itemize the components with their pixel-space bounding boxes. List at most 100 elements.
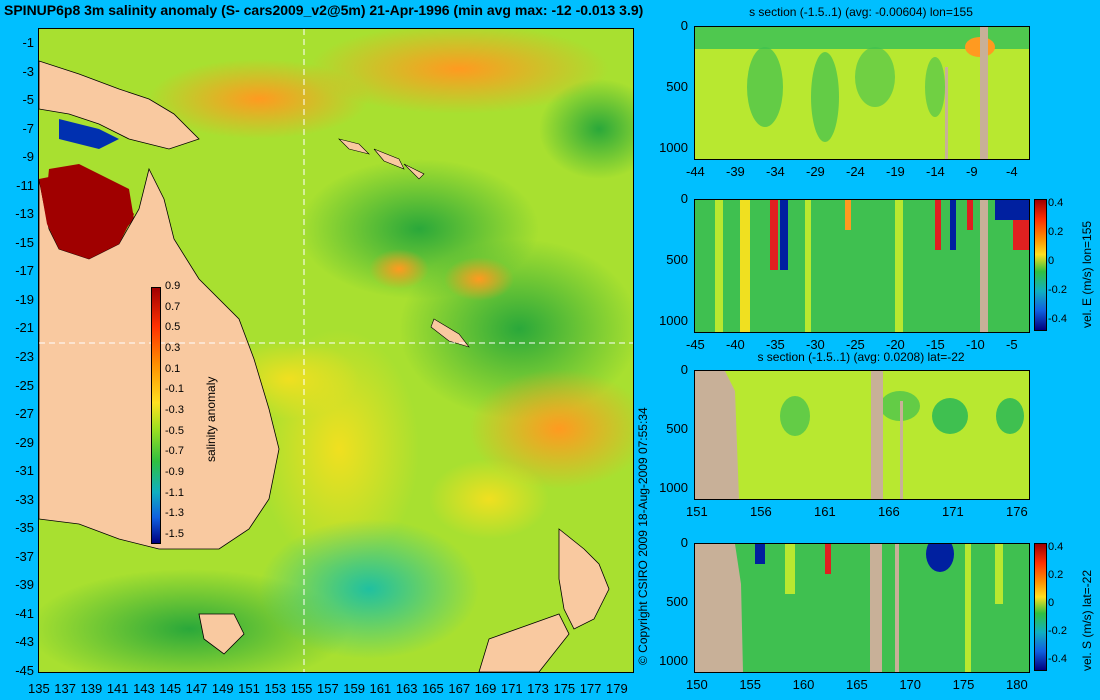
lon-tick-label: 153	[264, 681, 287, 696]
section-4-x-tick: 165	[846, 677, 868, 692]
section-1-x-tick: -44	[686, 164, 705, 179]
lon-tick-label: 155	[290, 681, 313, 696]
section-2-colorbar-tick: -0.2	[1048, 284, 1067, 296]
lon-tick-label: 151	[238, 681, 260, 696]
salinity-map: 0.9 0.7 0.5 0.3 0.1 -0.1 -0.3 -0.5 -0.7 -0.9 -1.1 -…	[38, 28, 634, 673]
lat-tick-label: -39	[15, 577, 34, 593]
section-2-colorbar-tick: 0.4	[1048, 197, 1064, 209]
section-3-panel	[694, 370, 1030, 500]
map-colorbar-label: salinity anomaly	[204, 376, 218, 462]
map-colorbar-ticks: 0.9 0.7 0.5 0.3 0.1 -0.1 -0.3 -0.5 -0.7 -0.9 -1.1 -…	[165, 280, 205, 547]
lat-tick-label: -11	[16, 177, 34, 193]
map-colorbar-tick: 0.1	[165, 362, 181, 375]
section-2-x-tick: -25	[846, 337, 865, 352]
lon-tick-label: 179	[606, 681, 628, 696]
section-2-colorbar	[1034, 199, 1047, 331]
lon-tick-label: 167	[448, 681, 471, 696]
map-colorbar-tick: -0.9	[165, 466, 184, 478]
lat-tick-label: -37	[15, 548, 34, 564]
lon-tick-label: 135	[28, 681, 50, 696]
map-colorbar-tick: -0.1	[165, 383, 184, 396]
section-1-x-tick: -29	[806, 164, 825, 179]
lat-tick-label: -43	[15, 634, 34, 650]
section-4-x-tick: 170	[899, 677, 922, 692]
lon-tick-label: 141	[106, 681, 129, 696]
section-2-panel	[694, 199, 1030, 333]
section-1-canvas	[695, 27, 1029, 159]
lon-tick-label: 137	[54, 681, 76, 696]
lon-tick-label: 149	[211, 681, 234, 696]
lat-tick-label: -27	[15, 406, 34, 422]
section-4-x-tick: 150	[686, 677, 708, 692]
section-2-x-tick: -35	[766, 337, 785, 352]
map-canvas	[39, 29, 633, 672]
lat-tick-label: -7	[22, 120, 34, 136]
section-4-colorbar-tick: 0.4	[1048, 541, 1064, 553]
section-2-x-tick: -40	[726, 337, 745, 352]
section-4-colorbar-label: vel. S (m/s) lat=-22	[1080, 569, 1094, 671]
section-4-colorbar-tick: 0	[1048, 597, 1055, 609]
section-2-y-tick: 1000	[659, 313, 688, 328]
map-colorbar-tick: -1.1	[165, 486, 184, 499]
section-2-x-tick: -15	[926, 337, 945, 352]
lon-tick-label: 165	[422, 681, 444, 696]
section-4-x-tick: 155	[739, 677, 762, 692]
section-3-title: s section (-1.5..1) (avg: 0.0208) lat=-2…	[757, 350, 965, 364]
lat-tick-label: -17	[15, 263, 34, 279]
section-2-x-tick: -45	[686, 337, 705, 352]
lat-tick-label: -13	[15, 206, 34, 222]
section-4-x-tick: 175	[952, 677, 975, 692]
section-1-title: s section (-1.5..1) (avg: -0.00604) lon=…	[749, 5, 973, 19]
lon-tick-label: 157	[317, 681, 339, 696]
section-1-x-tick: -4	[1006, 164, 1018, 179]
lon-tick-label: 163	[395, 681, 418, 696]
section-1-y-tick: 500	[666, 79, 688, 94]
section-3-canvas	[695, 371, 1029, 499]
map-colorbar-tick: 0.9	[165, 280, 181, 292]
section-3-x-tick: 151	[686, 504, 708, 519]
lat-tick-label: -19	[15, 291, 34, 307]
map-colorbar-tick: 0.3	[165, 342, 181, 354]
lon-tick-label: 173	[527, 681, 549, 696]
section-4-colorbar-tick: -0.2	[1048, 625, 1067, 637]
section-3-x-tick: 161	[814, 504, 836, 519]
lon-tick-label: 145	[159, 681, 182, 696]
section-2-colorbar-tick: 0.2	[1048, 226, 1064, 238]
lon-tick-label: 143	[133, 681, 155, 696]
lat-tick-label: -45	[15, 663, 34, 678]
section-2-y-tick: 0	[680, 191, 688, 206]
section-3-x-tick: 166	[878, 504, 900, 519]
lat-tick-label: -31	[15, 463, 34, 479]
figure-title: SPINUP6p8 3m salinity anomaly (S- cars20…	[4, 2, 644, 18]
section-2-colorbar-tick: -0.4	[1048, 313, 1067, 325]
section-1-x-tick: -19	[886, 164, 905, 179]
section-4-y-tick: 0	[680, 535, 688, 550]
section-3-x-tick: 156	[750, 504, 772, 519]
section-2-colorbar-label: vel. E (m/s) lon=155	[1080, 220, 1094, 328]
map-colorbar-tick: -0.7	[165, 445, 184, 458]
lat-tick-label: -21	[15, 320, 34, 336]
section-3-y-tick: 0	[680, 362, 688, 377]
map-lat-axis: -1 -3 -5 -7 -9 -11 -13 -15 -17 -19 -21 -23 -25 -27 -29…	[0, 28, 36, 678]
map-colorbar-tick: -1.5	[165, 528, 184, 540]
lat-tick-label: -23	[15, 349, 34, 364]
section-2-x-tick: -20	[886, 337, 905, 352]
lon-tick-label: 161	[369, 681, 392, 696]
map-colorbar-tick: 0.7	[165, 300, 181, 313]
copyright-note: © Copyright CSIRO 2009 18-Aug-2009 07:55…	[636, 407, 650, 665]
lon-tick-label: 177	[579, 681, 602, 696]
lat-tick-label: -9	[22, 149, 34, 165]
section-4-x-tick: 180	[1006, 677, 1028, 692]
section-2-x-tick: -30	[806, 337, 825, 352]
lat-tick-label: -29	[15, 434, 34, 450]
section-1-x-tick: -34	[766, 164, 785, 179]
map-colorbar-tick: -0.5	[165, 424, 184, 437]
map-colorbar-tick: 0.5	[165, 321, 181, 334]
section-4-canvas	[695, 544, 1029, 672]
section-4-y-tick: 1000	[659, 653, 688, 668]
lat-tick-label: -3	[22, 63, 34, 79]
map-lon-axis: 135 137 139 141 143 145 147 149 151 153 155 157 159 1…	[28, 681, 632, 697]
map-colorbar-tick: -1.3	[165, 507, 184, 520]
section-4-colorbar	[1034, 543, 1047, 671]
lat-tick-label: -5	[22, 92, 34, 108]
